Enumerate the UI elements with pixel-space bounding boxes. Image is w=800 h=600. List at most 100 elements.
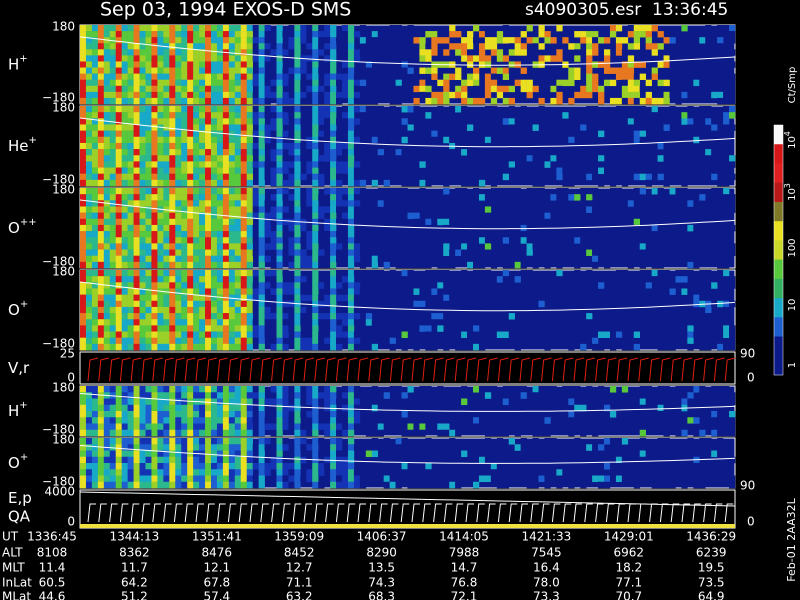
- spectrogram-cell: [181, 55, 188, 62]
- spectrogram-cell: [109, 386, 117, 393]
- spectrogram-cell: [687, 91, 694, 99]
- spectrogram-cell: [342, 481, 349, 489]
- spectrogram-cell: [234, 194, 242, 201]
- spectrogram-cell: [109, 43, 117, 50]
- spectrogram-cell: [97, 243, 105, 250]
- spectrogram-cell: [216, 224, 224, 232]
- spectrogram-cell: [228, 25, 236, 32]
- spectrogram-cell: [240, 85, 248, 93]
- spectrogram-cell: [419, 444, 426, 451]
- spectrogram-cell: [300, 79, 307, 87]
- spectrogram-cell: [502, 249, 510, 256]
- spectrogram-cell: [532, 386, 539, 393]
- spectrogram-cell: [258, 337, 265, 345]
- spectrogram-cell: [645, 243, 652, 250]
- spectrogram-cell: [294, 270, 301, 277]
- spectrogram-cell: [121, 249, 128, 256]
- spectrogram-cell: [359, 294, 367, 302]
- spectrogram-cell: [91, 306, 99, 314]
- spectrogram-cell: [621, 288, 629, 295]
- spectrogram-cell: [181, 255, 188, 263]
- spectrogram-cell: [407, 300, 414, 308]
- spectrogram-cell: [359, 136, 367, 144]
- spectrogram-cell: [240, 325, 248, 332]
- spectrogram-cell: [425, 386, 432, 393]
- spectrogram-cell: [258, 79, 265, 87]
- spectrogram-cell: [353, 79, 361, 87]
- spectrogram-cell: [216, 288, 224, 295]
- spectrogram-cell: [437, 255, 444, 263]
- spectrogram-cell: [252, 306, 259, 314]
- spectrogram-cell: [85, 306, 93, 314]
- spectrogram-cell: [407, 237, 414, 244]
- spectrogram-cell: [145, 161, 152, 168]
- spectrogram-cell: [425, 55, 432, 62]
- spectrogram-cell: [181, 294, 188, 302]
- spectrogram-cell: [127, 136, 134, 144]
- spectrogram-cell: [651, 25, 658, 32]
- spectrogram-cell: [222, 456, 230, 464]
- spectrogram-cell: [127, 288, 134, 295]
- spectrogram-cell: [91, 325, 99, 332]
- spectrogram-cell: [449, 337, 456, 345]
- spectrogram-cell: [270, 261, 277, 269]
- spectrogram-cell: [544, 218, 551, 226]
- spectrogram-cell: [222, 319, 230, 326]
- spectrogram-cell: [240, 25, 248, 32]
- spectrogram-cell: [211, 237, 218, 244]
- spectrogram-cell: [318, 173, 325, 181]
- spectrogram-cell: [687, 136, 694, 144]
- spectrogram-cell: [413, 255, 420, 263]
- spectrogram-cell: [562, 179, 569, 187]
- spectrogram-cell: [359, 261, 367, 269]
- spectrogram-cell: [306, 288, 313, 295]
- spectrogram-cell: [365, 331, 373, 338]
- spectrogram-cell: [312, 475, 319, 483]
- spectrogram-cell: [258, 475, 265, 483]
- spectrogram-cell: [246, 231, 253, 238]
- spectrogram-cell: [80, 188, 87, 195]
- spectrogram-cell: [598, 224, 605, 232]
- spectrogram-cell: [568, 343, 575, 351]
- spectrogram-cell: [109, 429, 117, 437]
- spectrogram-cell: [246, 288, 253, 295]
- spectrogram-cell: [490, 429, 498, 437]
- spectrogram-cell: [175, 294, 182, 302]
- spectrogram-cell: [157, 450, 164, 458]
- spectrogram-cell: [288, 456, 295, 464]
- spectrogram-cell: [467, 243, 474, 250]
- spectrogram-cell: [425, 463, 432, 470]
- spectrogram-cell: [193, 97, 200, 105]
- spectrogram-cell: [723, 118, 730, 125]
- spectrogram-cell: [377, 231, 384, 238]
- spectrogram-cell: [723, 224, 730, 232]
- spectrogram-cell: [693, 398, 700, 406]
- spectrogram-cell: [222, 450, 230, 458]
- spectrogram-cell: [461, 475, 468, 483]
- spectrogram-cell: [151, 167, 158, 174]
- spectrogram-cell: [163, 255, 170, 263]
- spectrogram-cell: [205, 438, 212, 445]
- spectrogram-cell: [157, 313, 164, 320]
- spectrogram-cell: [312, 306, 319, 314]
- spectrogram-cell: [199, 130, 206, 138]
- spectrogram-cell: [181, 456, 188, 464]
- spectrogram-cell: [109, 306, 117, 314]
- spectrogram-cell: [502, 136, 510, 144]
- spectrogram-cell: [729, 423, 736, 431]
- spectrogram-cell: [645, 136, 652, 144]
- spectrogram-cell: [97, 55, 105, 62]
- spectrogram-cell: [175, 31, 182, 38]
- spectrogram-cell: [621, 404, 629, 412]
- spectrogram-cell: [330, 438, 337, 445]
- spectrogram-cell: [556, 161, 563, 168]
- spectrogram-cell: [294, 331, 301, 338]
- spectrogram-cell: [633, 97, 641, 105]
- spectrogram-cell: [145, 429, 152, 437]
- spectrogram-cell: [246, 325, 253, 332]
- spectrogram-cell: [181, 155, 188, 162]
- spectrogram-cell: [347, 106, 355, 113]
- spectrogram-cell: [550, 206, 557, 213]
- spectrogram-cell: [234, 404, 242, 412]
- spectrogram-cell: [222, 218, 230, 226]
